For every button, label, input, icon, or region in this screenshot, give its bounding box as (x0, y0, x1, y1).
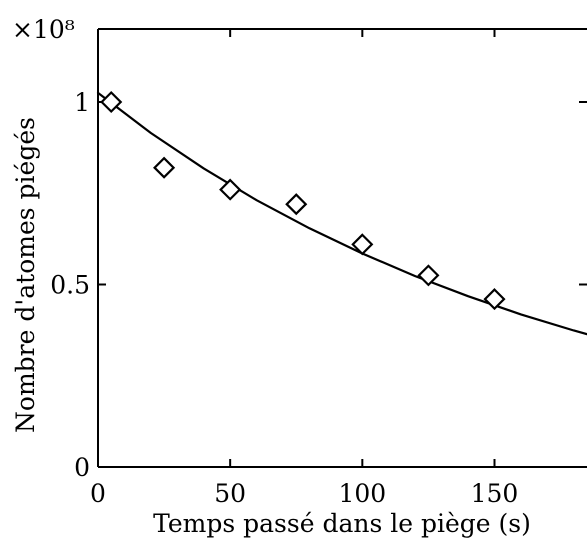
x-tick-label: 100 (338, 479, 386, 508)
x-tick-label: 150 (471, 479, 519, 508)
y-axis-label: Nombre d'atomes piégés (11, 117, 40, 433)
data-point-diamond (285, 193, 308, 216)
x-tick-label: 50 (214, 479, 246, 508)
data-point-diamond (351, 233, 374, 256)
y-tick-label: 0.5 (50, 271, 90, 300)
y-ticks: 00.51 (50, 88, 587, 482)
data-point-diamond (153, 156, 176, 179)
data-point-diamond (483, 288, 506, 311)
data-point-diamond (417, 264, 440, 287)
y-tick-label: 1 (74, 88, 90, 117)
y-tick-label: 0 (74, 453, 90, 482)
fit-curve (96, 91, 587, 336)
fit-curve-group (96, 91, 587, 336)
data-point-diamond (100, 90, 123, 114)
data-point-diamond (219, 178, 242, 201)
x-tick-label: 0 (90, 479, 106, 508)
markers-group (100, 90, 506, 311)
x-ticks: 0 50 100 150 (90, 29, 518, 508)
y-multiplier-label: ×10⁸ (12, 15, 75, 44)
x-axis-label: Temps passé dans le piège (s) (153, 509, 531, 538)
